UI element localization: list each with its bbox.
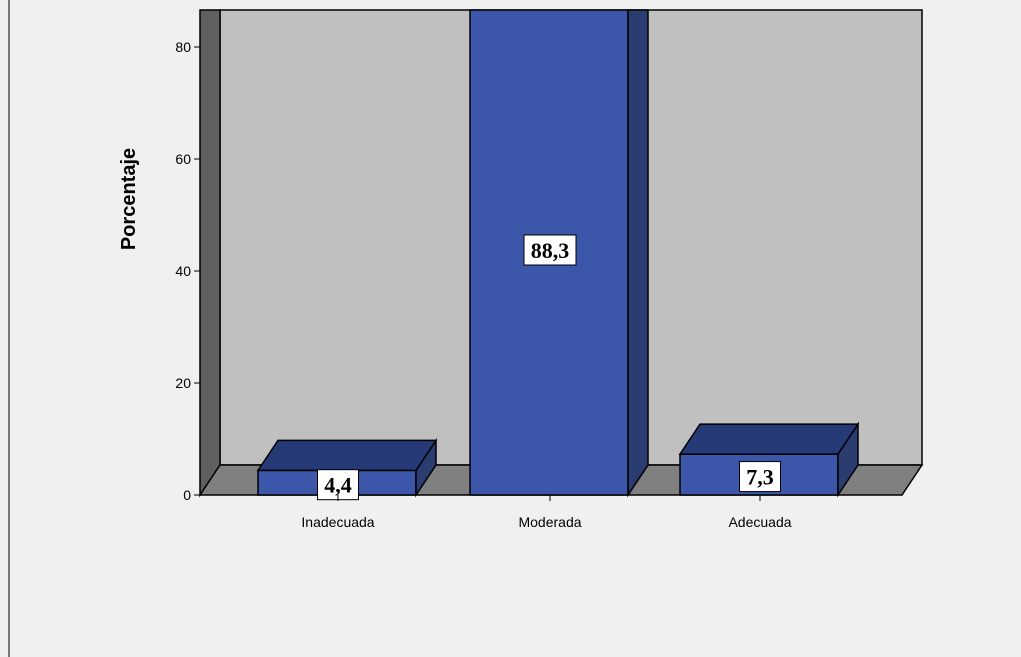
y-tick-label: 80 bbox=[175, 39, 191, 55]
x-axis: Inadecuada Moderada Adecuada bbox=[8, 0, 792, 657]
bar-moderada: 88,3 bbox=[469, 9, 649, 498]
data-label: 7,3 bbox=[746, 465, 774, 490]
bar-adecuada: 7,3 bbox=[678, 421, 860, 498]
data-label-box bbox=[739, 461, 781, 493]
y-axis-title: Porcentaje bbox=[118, 148, 140, 250]
bar-inadecuada: 4,4 bbox=[256, 437, 438, 501]
bar-top bbox=[678, 423, 860, 455]
data-label-box bbox=[317, 469, 359, 501]
data-label: 4,4 bbox=[324, 473, 352, 498]
y-tick-label: 0 bbox=[183, 487, 191, 503]
y-tick-label: 60 bbox=[175, 151, 191, 167]
data-label-box bbox=[523, 234, 577, 266]
data-label: 88,3 bbox=[531, 238, 570, 263]
bar-top bbox=[256, 439, 438, 472]
side-wall bbox=[199, 9, 221, 498]
y-tick-label: 40 bbox=[175, 263, 191, 279]
bars: 4,4 88,3 7,3 bbox=[256, 9, 860, 501]
y-tick-label: 20 bbox=[175, 375, 191, 391]
y-axis: 0 20 40 60 80 bbox=[175, 10, 201, 503]
x-tick-label: Adecuada bbox=[728, 514, 791, 530]
x-tick-label: Moderada bbox=[518, 514, 581, 530]
bar-side bbox=[627, 9, 649, 498]
x-tick-label: Inadecuada bbox=[301, 514, 374, 530]
